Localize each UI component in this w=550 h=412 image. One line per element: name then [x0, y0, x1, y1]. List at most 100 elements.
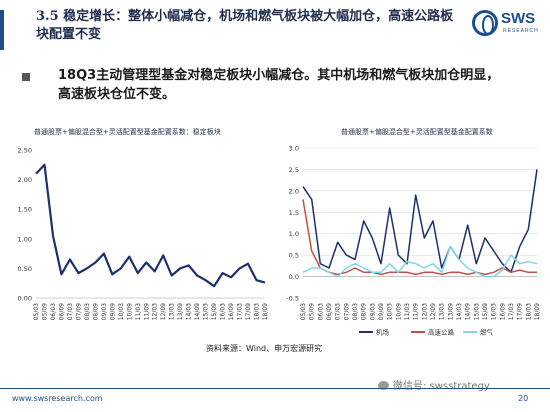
x-tick-label: 09/03	[101, 303, 108, 320]
x-tick-label: 08/09	[361, 303, 368, 320]
x-tick-label: 18/03	[525, 303, 532, 320]
x-tick-label: 13/09	[447, 303, 454, 320]
x-tick-label: 13/03	[439, 303, 446, 320]
logo-text: SWS	[501, 10, 536, 27]
series-line-3	[302, 245, 538, 278]
x-tick-label: 12/09	[160, 303, 167, 320]
x-tick-label: 15/09	[211, 303, 218, 320]
chart-airport-highway-gas: 普通股票+偏股混合型+灵活配置型基金配置系数 -0.5 0.0 0.5 1.0 1.5 2…	[286, 127, 541, 337]
x-tick-label: 11/03	[135, 303, 142, 320]
y-tick-label: 3.0	[289, 145, 299, 153]
x-tick-label: 07/09	[343, 303, 350, 320]
x-tick-label: 17/09	[517, 303, 524, 320]
y-tick-label: 2.5	[289, 166, 299, 174]
x-axis: 05/03 05/09 06/03 06/09 07/03 07/09 08/03 08/09…	[33, 303, 269, 320]
series-line-1	[302, 169, 538, 274]
legend-label: 燃气	[480, 328, 494, 337]
x-tick-label: 16/09	[228, 303, 235, 320]
wechat-text: 微信号: swsstrategy	[393, 381, 490, 392]
chart-title: 普通股票+偏股混合型+灵活配置型基金配置系数	[341, 127, 493, 136]
slide-title: 3.5 稳定增长：整体小幅减仓，机场和燃气板块被大幅加仓，高速公路板 块配置不变	[36, 8, 486, 44]
x-tick-label: 16/03	[220, 303, 227, 320]
wechat-watermark: 微信号: swsstrategy	[378, 377, 490, 392]
legend-label: 机场	[376, 328, 390, 337]
footer-url: www.swsresearch.com	[12, 394, 103, 403]
x-tick-label: 05/09	[309, 303, 316, 320]
x-tick-label: 08/03	[84, 303, 91, 320]
x-tick-label: 08/03	[352, 303, 359, 320]
x-tick-label: 10/03	[118, 303, 125, 320]
x-tick-label: 05/03	[300, 303, 307, 320]
wechat-icon	[378, 381, 389, 390]
x-tick-label: 12/09	[430, 303, 437, 320]
x-tick-label: 10/03	[387, 303, 394, 320]
chart-title: 普通股票+偏股混合型+灵活配置型基金配置系数：稳定板块	[34, 127, 221, 136]
x-tick-label: 08/09	[92, 303, 99, 320]
slide-title-line-1: 3.5 稳定增长：整体小幅减仓，机场和燃气板块被大幅加仓，高速公路板	[36, 9, 454, 24]
y-tick-label: 0.00	[18, 295, 32, 303]
bullet-line-2: 高速板块仓位不变。	[58, 87, 176, 102]
slide-title-line-2: 块配置不变	[36, 27, 102, 42]
x-tick-label: 14/03	[456, 303, 463, 320]
y-tick-label: 2.0	[289, 187, 299, 195]
y-tick-label: 0.5	[289, 252, 299, 260]
x-tick-label: 06/03	[317, 303, 324, 320]
globe-icon	[472, 10, 498, 36]
y-tick-label: 1.50	[18, 206, 32, 214]
sws-logo: SWS RESEARCH	[472, 4, 542, 46]
y-tick-label: 1.5	[289, 209, 299, 217]
bullet-square-icon	[22, 73, 30, 81]
x-tick-label: 05/03	[33, 303, 40, 320]
x-tick-label: 05/09	[41, 303, 48, 320]
x-tick-label: 18/03	[254, 303, 261, 320]
x-tick-label: 17/03	[237, 303, 244, 320]
y-tick-label: 0.0	[289, 273, 299, 281]
x-tick-label: 17/03	[508, 303, 515, 320]
series-lines	[35, 163, 266, 288]
x-tick-label: 14/03	[186, 303, 193, 320]
y-tick-label: 0.50	[18, 265, 32, 273]
x-tick-label: 07/03	[67, 303, 74, 320]
bullet-text: 18Q3主动管理型基金对稳定板块小幅减仓。其中机场和燃气板块加仓明显， 高速板块…	[58, 66, 528, 104]
legend-label: 高速公路	[428, 328, 455, 337]
x-tick-label: 13/09	[177, 303, 184, 320]
series-lines	[302, 169, 538, 278]
x-tick-label: 10/09	[126, 303, 133, 320]
x-tick-label: 06/09	[326, 303, 333, 320]
x-tick-label: 11/09	[143, 303, 150, 320]
x-tick-label: 13/03	[169, 303, 176, 320]
logo-subtext: RESEARCH	[503, 28, 539, 34]
y-tick-label: 1.0	[289, 230, 299, 238]
x-tick-label: 14/09	[194, 303, 201, 320]
x-tick-label: 17/09	[245, 303, 252, 320]
x-tick-label: 11/03	[404, 303, 411, 320]
series-line-1	[35, 163, 266, 288]
x-tick-label: 10/09	[395, 303, 402, 320]
chart-stable-sector: 普通股票+偏股混合型+灵活配置型基金配置系数：稳定板块 0.00 0.50 1.00…	[18, 127, 269, 320]
y-tick-label: -0.5	[286, 295, 299, 303]
footer-divider	[0, 388, 550, 389]
x-axis: 05/03 05/09 06/03 06/09 07/03 07/09 08/03 08/09…	[300, 303, 541, 320]
x-tick-label: 06/03	[50, 303, 57, 320]
page-number: 20	[518, 394, 529, 403]
header-accent-bar	[0, 10, 4, 50]
y-tick-label: 1.00	[18, 235, 32, 243]
bullet-line-1: 18Q3主动管理型基金对稳定板块小幅减仓。其中机场和燃气板块加仓明显，	[58, 68, 500, 83]
x-tick-label: 18/09	[262, 303, 269, 320]
source-note: 资料来源：Wind、申万宏源研究	[206, 344, 323, 353]
x-tick-label: 15/03	[473, 303, 480, 320]
x-tick-label: 06/09	[58, 303, 65, 320]
x-tick-label: 16/03	[491, 303, 498, 320]
x-tick-label: 15/09	[482, 303, 489, 320]
x-tick-label: 07/03	[335, 303, 342, 320]
x-tick-label: 09/09	[109, 303, 116, 320]
x-tick-label: 18/09	[534, 303, 541, 320]
x-tick-label: 14/09	[465, 303, 472, 320]
x-tick-label: 12/03	[152, 303, 159, 320]
x-tick-label: 15/03	[203, 303, 210, 320]
y-axis: 0.00 0.50 1.00 1.50 2.00 2.50	[18, 147, 265, 303]
x-tick-label: 07/09	[75, 303, 82, 320]
y-axis: -0.5 0.0 0.5 1.0 1.5 2.0 2.5 3.0	[286, 145, 537, 303]
x-tick-label: 16/09	[499, 303, 506, 320]
y-tick-label: 2.50	[18, 147, 32, 155]
